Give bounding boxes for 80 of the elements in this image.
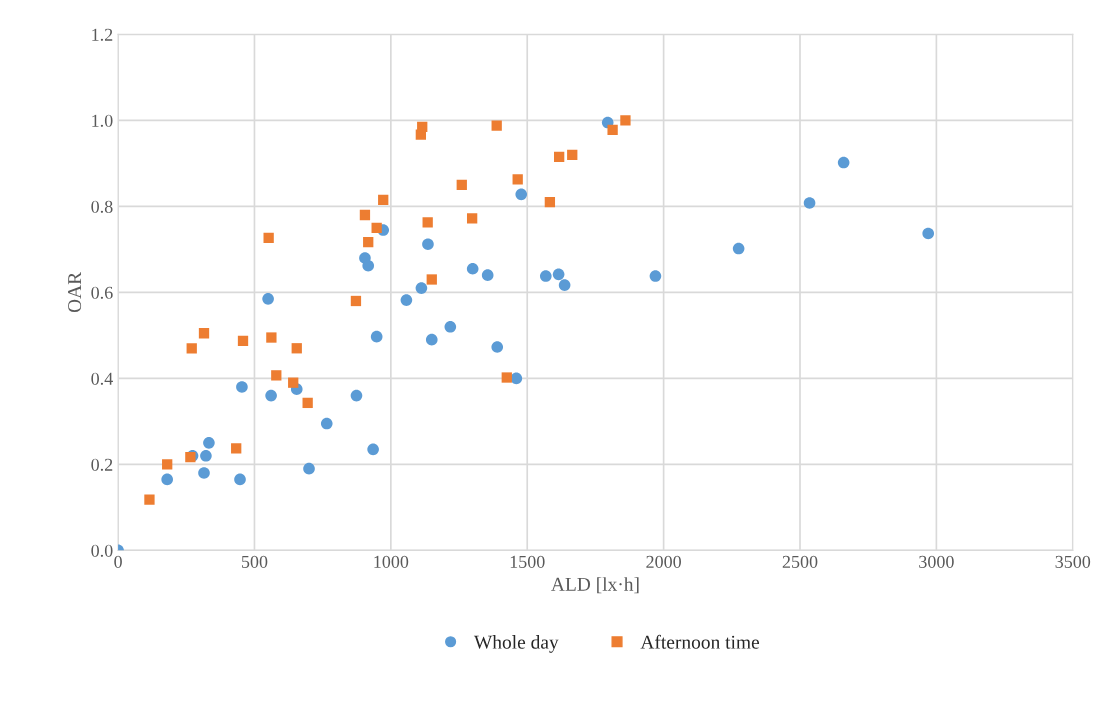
point	[291, 343, 302, 354]
y-tick-label: 0.0	[91, 544, 113, 557]
y-tick-label: 1.2	[92, 28, 113, 41]
point	[649, 270, 662, 282]
x-tick-label: 0	[114, 555, 122, 568]
point	[303, 462, 315, 475]
point	[198, 467, 210, 479]
point	[567, 149, 578, 160]
point	[426, 274, 437, 285]
point	[481, 269, 494, 281]
point	[371, 222, 382, 234]
point	[350, 389, 363, 402]
point	[425, 333, 438, 346]
point	[558, 279, 571, 291]
point	[186, 343, 197, 354]
point	[456, 179, 467, 191]
point	[515, 188, 528, 201]
point	[466, 213, 478, 224]
point	[803, 197, 816, 209]
point	[732, 242, 745, 255]
x-tick-label: 2000	[646, 555, 681, 568]
legend-label: Afternoon time	[640, 634, 760, 649]
point	[237, 335, 249, 347]
point	[198, 328, 210, 339]
x-axis-title: ALD [lx·h]	[551, 577, 639, 594]
point	[370, 330, 383, 343]
point	[288, 377, 299, 388]
x-tick-label: 1000	[374, 555, 409, 568]
point	[415, 282, 428, 294]
point	[162, 459, 173, 470]
x-tick-label: 1500	[510, 555, 545, 568]
point	[400, 294, 413, 306]
point	[271, 370, 282, 381]
point	[837, 156, 850, 169]
point	[607, 124, 618, 135]
point	[539, 270, 552, 282]
x-tick-label: 2500	[782, 555, 818, 568]
point	[231, 443, 242, 454]
point	[265, 389, 277, 402]
point	[359, 209, 371, 221]
y-tick-label: 0.4	[91, 372, 113, 385]
y-tick-label: 0.6	[91, 286, 113, 299]
point	[363, 236, 374, 248]
point	[922, 227, 935, 240]
point	[422, 238, 434, 251]
x-tick-label: 3500	[1055, 555, 1091, 568]
x-tick-label: 3000	[919, 555, 954, 568]
point	[302, 397, 313, 409]
point	[444, 320, 457, 333]
point	[491, 341, 504, 353]
point	[552, 268, 565, 281]
y-axis-title: OAR	[68, 271, 82, 313]
point	[203, 437, 215, 449]
point	[466, 262, 479, 275]
point	[417, 121, 428, 132]
point	[266, 332, 277, 343]
legend-label: Whole day	[473, 635, 559, 653]
point	[378, 194, 389, 206]
point	[161, 473, 173, 486]
point	[620, 115, 631, 126]
point	[491, 120, 502, 131]
point	[501, 372, 512, 383]
point	[554, 151, 565, 163]
point	[234, 473, 246, 486]
point	[367, 443, 379, 456]
point	[350, 295, 362, 307]
point	[320, 417, 333, 430]
point	[422, 217, 433, 228]
point	[263, 232, 274, 243]
y-tick-label: 0.2	[91, 458, 113, 471]
point	[144, 494, 155, 505]
point	[262, 293, 274, 305]
y-tick-label: 1.0	[92, 114, 113, 127]
point	[544, 196, 556, 208]
point	[512, 174, 523, 185]
x-tick-label: 500	[241, 555, 268, 568]
point	[236, 381, 248, 393]
point	[200, 449, 212, 462]
y-tick-label: 0.8	[91, 200, 113, 213]
point	[362, 259, 375, 272]
